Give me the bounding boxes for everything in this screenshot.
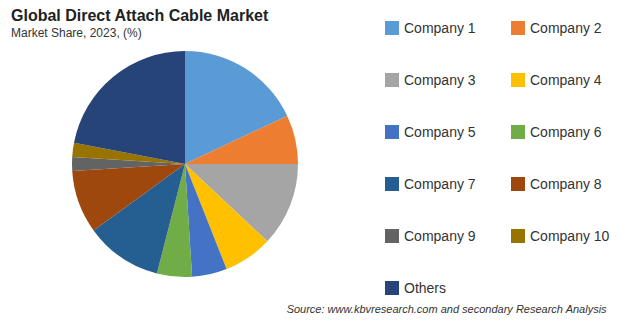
svg-text:Company 6: Company 6 <box>530 124 602 140</box>
svg-text:Company 7: Company 7 <box>404 176 476 192</box>
svg-text:Company 8: Company 8 <box>530 176 602 192</box>
svg-text:Company 1: Company 1 <box>404 20 476 36</box>
svg-text:Global Direct Attach Cable Mar: Global Direct Attach Cable Market <box>11 7 269 24</box>
svg-text:Source: www.kbvresearch.com an: Source: www.kbvresearch.com and secondar… <box>287 303 607 315</box>
svg-text:Company 3: Company 3 <box>404 72 476 88</box>
svg-text:Company 9: Company 9 <box>404 228 476 244</box>
svg-text:Company 5: Company 5 <box>404 124 476 140</box>
svg-text:Company 2: Company 2 <box>530 20 602 36</box>
svg-text:Market Share, 2023, (%): Market Share, 2023, (%) <box>11 26 142 40</box>
svg-text:Others: Others <box>404 280 446 296</box>
svg-text:Company 10: Company 10 <box>530 228 610 244</box>
svg-text:Company 4: Company 4 <box>530 72 602 88</box>
